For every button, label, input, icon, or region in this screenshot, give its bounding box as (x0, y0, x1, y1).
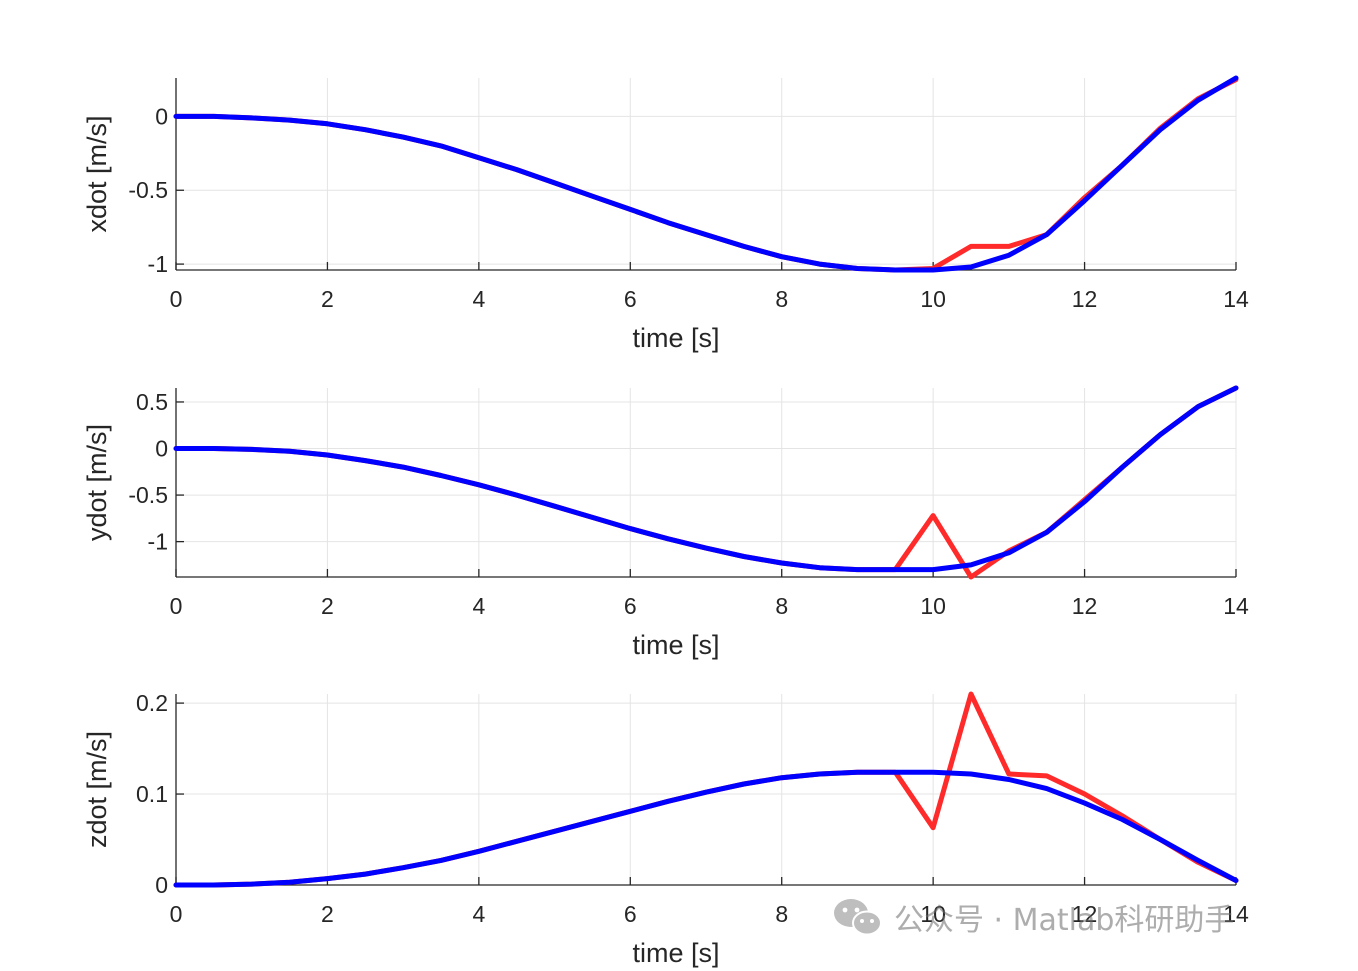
series-line-blue (173, 769, 1239, 888)
x-tick-label: 8 (775, 901, 788, 927)
x-tick-label: 6 (624, 901, 637, 927)
x-tick-label: 4 (472, 286, 485, 312)
series-line-red (173, 691, 1239, 888)
x-axis-label: time [s] (632, 323, 719, 353)
watermark-text: 公众号 · Matlab科研助手 (894, 903, 1235, 938)
subplot-2: 0 2 4 6 8 10 12 14 -1 -0.5 0 0.5 time [s] ydot [m/s] (82, 385, 1249, 660)
x-tick-label: 6 (624, 286, 637, 312)
y-tick-label: -1 (148, 251, 168, 277)
x-tick-label: 2 (321, 593, 334, 619)
y-tick-label: 0.1 (136, 781, 168, 807)
x-tick-label: 0 (170, 901, 183, 927)
x-tick-label: 0 (170, 593, 183, 619)
x-tick-label: 14 (1223, 286, 1249, 312)
wechat-icon (834, 899, 882, 936)
x-tick-label: 14 (1223, 901, 1249, 927)
subplot-3: 0 2 4 6 8 10 12 14 0 0.1 0.2 time [s] zdot [m/s] (82, 690, 1249, 968)
y-tick-label: 0.5 (136, 389, 168, 415)
x-tick-label: 0 (170, 286, 183, 312)
x-tick-label: 6 (624, 593, 637, 619)
watermark: 公众号 · Matlab科研助手 (832, 892, 1234, 942)
x-tick-label: 12 (1072, 286, 1098, 312)
x-tick-label: 10 (920, 593, 946, 619)
series-line-blue (173, 385, 1239, 573)
y-tick-label: -1 (148, 529, 168, 555)
y-tick-label: 0 (155, 436, 168, 462)
y-axis-label: xdot [m/s] (82, 115, 112, 232)
series-line-blue (173, 75, 1239, 273)
x-tick-label: 10 (920, 286, 946, 312)
y-tick-label: -0.5 (128, 177, 168, 203)
y-tick-label: 0 (155, 872, 168, 898)
x-tick-label: 14 (1223, 593, 1249, 619)
x-axis-label: time [s] (632, 630, 719, 660)
y-tick-label: -0.5 (128, 482, 168, 508)
subplot-1: 0 2 4 6 8 10 12 14 -1 -0.5 0 time [s] xdot [m/s] (82, 75, 1249, 353)
x-tick-label: 2 (321, 901, 334, 927)
x-tick-label: 8 (775, 286, 788, 312)
x-axis-label: time [s] (632, 938, 719, 968)
y-tick-label: 0.2 (136, 690, 168, 716)
y-tick-label: 0 (155, 103, 168, 129)
series-line-red (173, 77, 1239, 273)
y-axis-label: ydot [m/s] (82, 424, 112, 541)
x-tick-label: 2 (321, 286, 334, 312)
x-tick-label: 4 (472, 593, 485, 619)
x-tick-label: 4 (472, 901, 485, 927)
y-axis-label: zdot [m/s] (82, 731, 112, 848)
x-tick-label: 12 (1072, 593, 1098, 619)
x-tick-label: 10 (920, 901, 946, 927)
x-tick-label: 8 (775, 593, 788, 619)
x-tick-label: 12 (1072, 901, 1098, 927)
